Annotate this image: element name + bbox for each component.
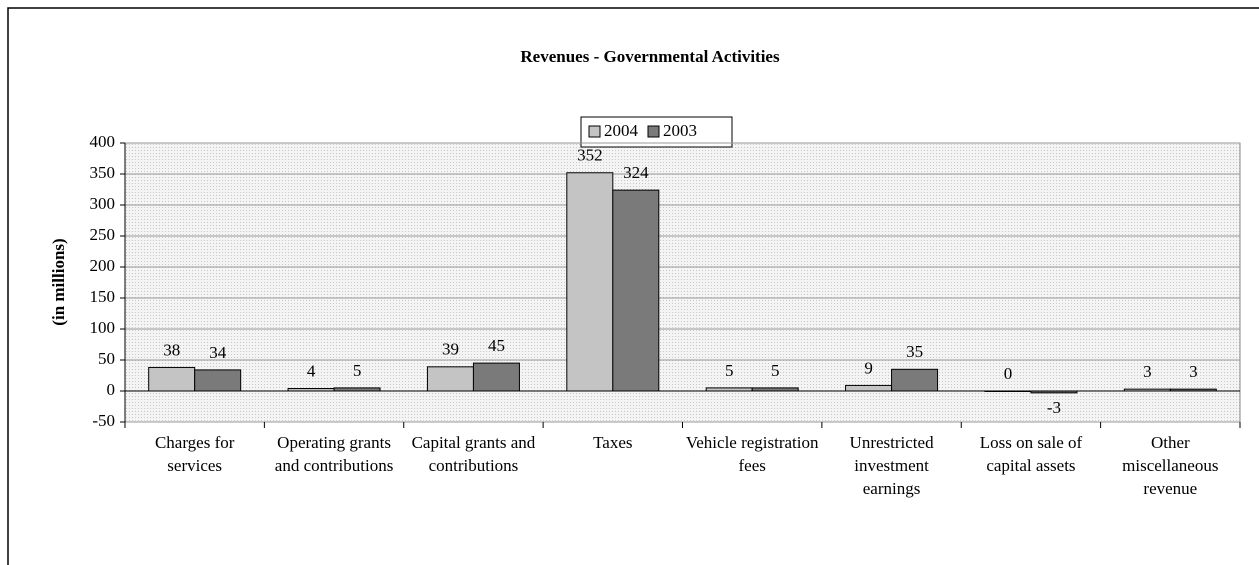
y-tick-label: 150 [90, 287, 116, 306]
bar [472, 362, 520, 392]
data-label: 9 [864, 358, 873, 377]
y-axis-label: (in millions) [49, 238, 68, 325]
data-label: 3 [1143, 362, 1152, 381]
x-tick-label: Loss on sale of capital assets [979, 433, 1083, 475]
bar [287, 388, 335, 392]
x-tick-label: Charges for services [154, 433, 235, 475]
bar [705, 387, 753, 392]
y-tick-label: 100 [90, 318, 116, 337]
x-tick-label: Vehicle registration fees [685, 433, 819, 475]
bar [1123, 388, 1171, 392]
data-label: 324 [623, 163, 649, 182]
y-tick-label: 0 [107, 380, 116, 399]
data-label: 34 [209, 343, 227, 362]
y-tick-label: -50 [92, 411, 115, 430]
bar [984, 390, 1032, 392]
legend-swatch [647, 125, 660, 138]
bar [1169, 388, 1217, 392]
chart-title: Revenues - Governmental Activities [520, 47, 780, 66]
frame [7, 7, 1259, 565]
x-tick-label: Taxes [593, 433, 633, 452]
bar [891, 368, 939, 392]
data-label: 5 [353, 361, 362, 380]
data-label: 38 [163, 340, 180, 359]
bar [845, 384, 893, 392]
legend-swatch [588, 125, 601, 138]
legend-label: 2003 [663, 121, 697, 140]
bar [426, 366, 474, 392]
data-label: 5 [725, 361, 734, 380]
y-tick-label: 250 [90, 225, 116, 244]
x-tick-label: Operating grants and contributions [274, 433, 394, 475]
x-tick-label: Other miscellaneous revenue [1122, 433, 1219, 498]
y-tick-label: 400 [90, 132, 116, 151]
data-label: 4 [307, 361, 316, 380]
legend-label: 2004 [604, 121, 639, 140]
data-label: 0 [1004, 364, 1013, 383]
data-label: 3 [1189, 362, 1198, 381]
data-label: 45 [488, 336, 505, 355]
bar [194, 369, 242, 392]
data-label: 35 [906, 342, 923, 361]
data-label: -3 [1047, 398, 1061, 417]
data-label: 352 [577, 146, 603, 165]
bar [751, 387, 799, 392]
x-tick-label: Unrestricted investment earnings [849, 433, 934, 498]
bar [566, 172, 614, 392]
data-label: 5 [771, 361, 780, 380]
y-tick-label: 200 [90, 256, 116, 275]
data-label: 39 [442, 340, 459, 359]
y-tick-label: 300 [90, 194, 116, 213]
bar [148, 366, 196, 392]
x-tick-label: Capital grants and contributions [411, 433, 536, 475]
y-tick-label: 50 [98, 349, 115, 368]
bar [612, 189, 660, 392]
bar [1030, 390, 1078, 394]
bar [333, 387, 381, 392]
plot-area [124, 142, 1241, 423]
y-tick-label: 350 [90, 163, 116, 182]
